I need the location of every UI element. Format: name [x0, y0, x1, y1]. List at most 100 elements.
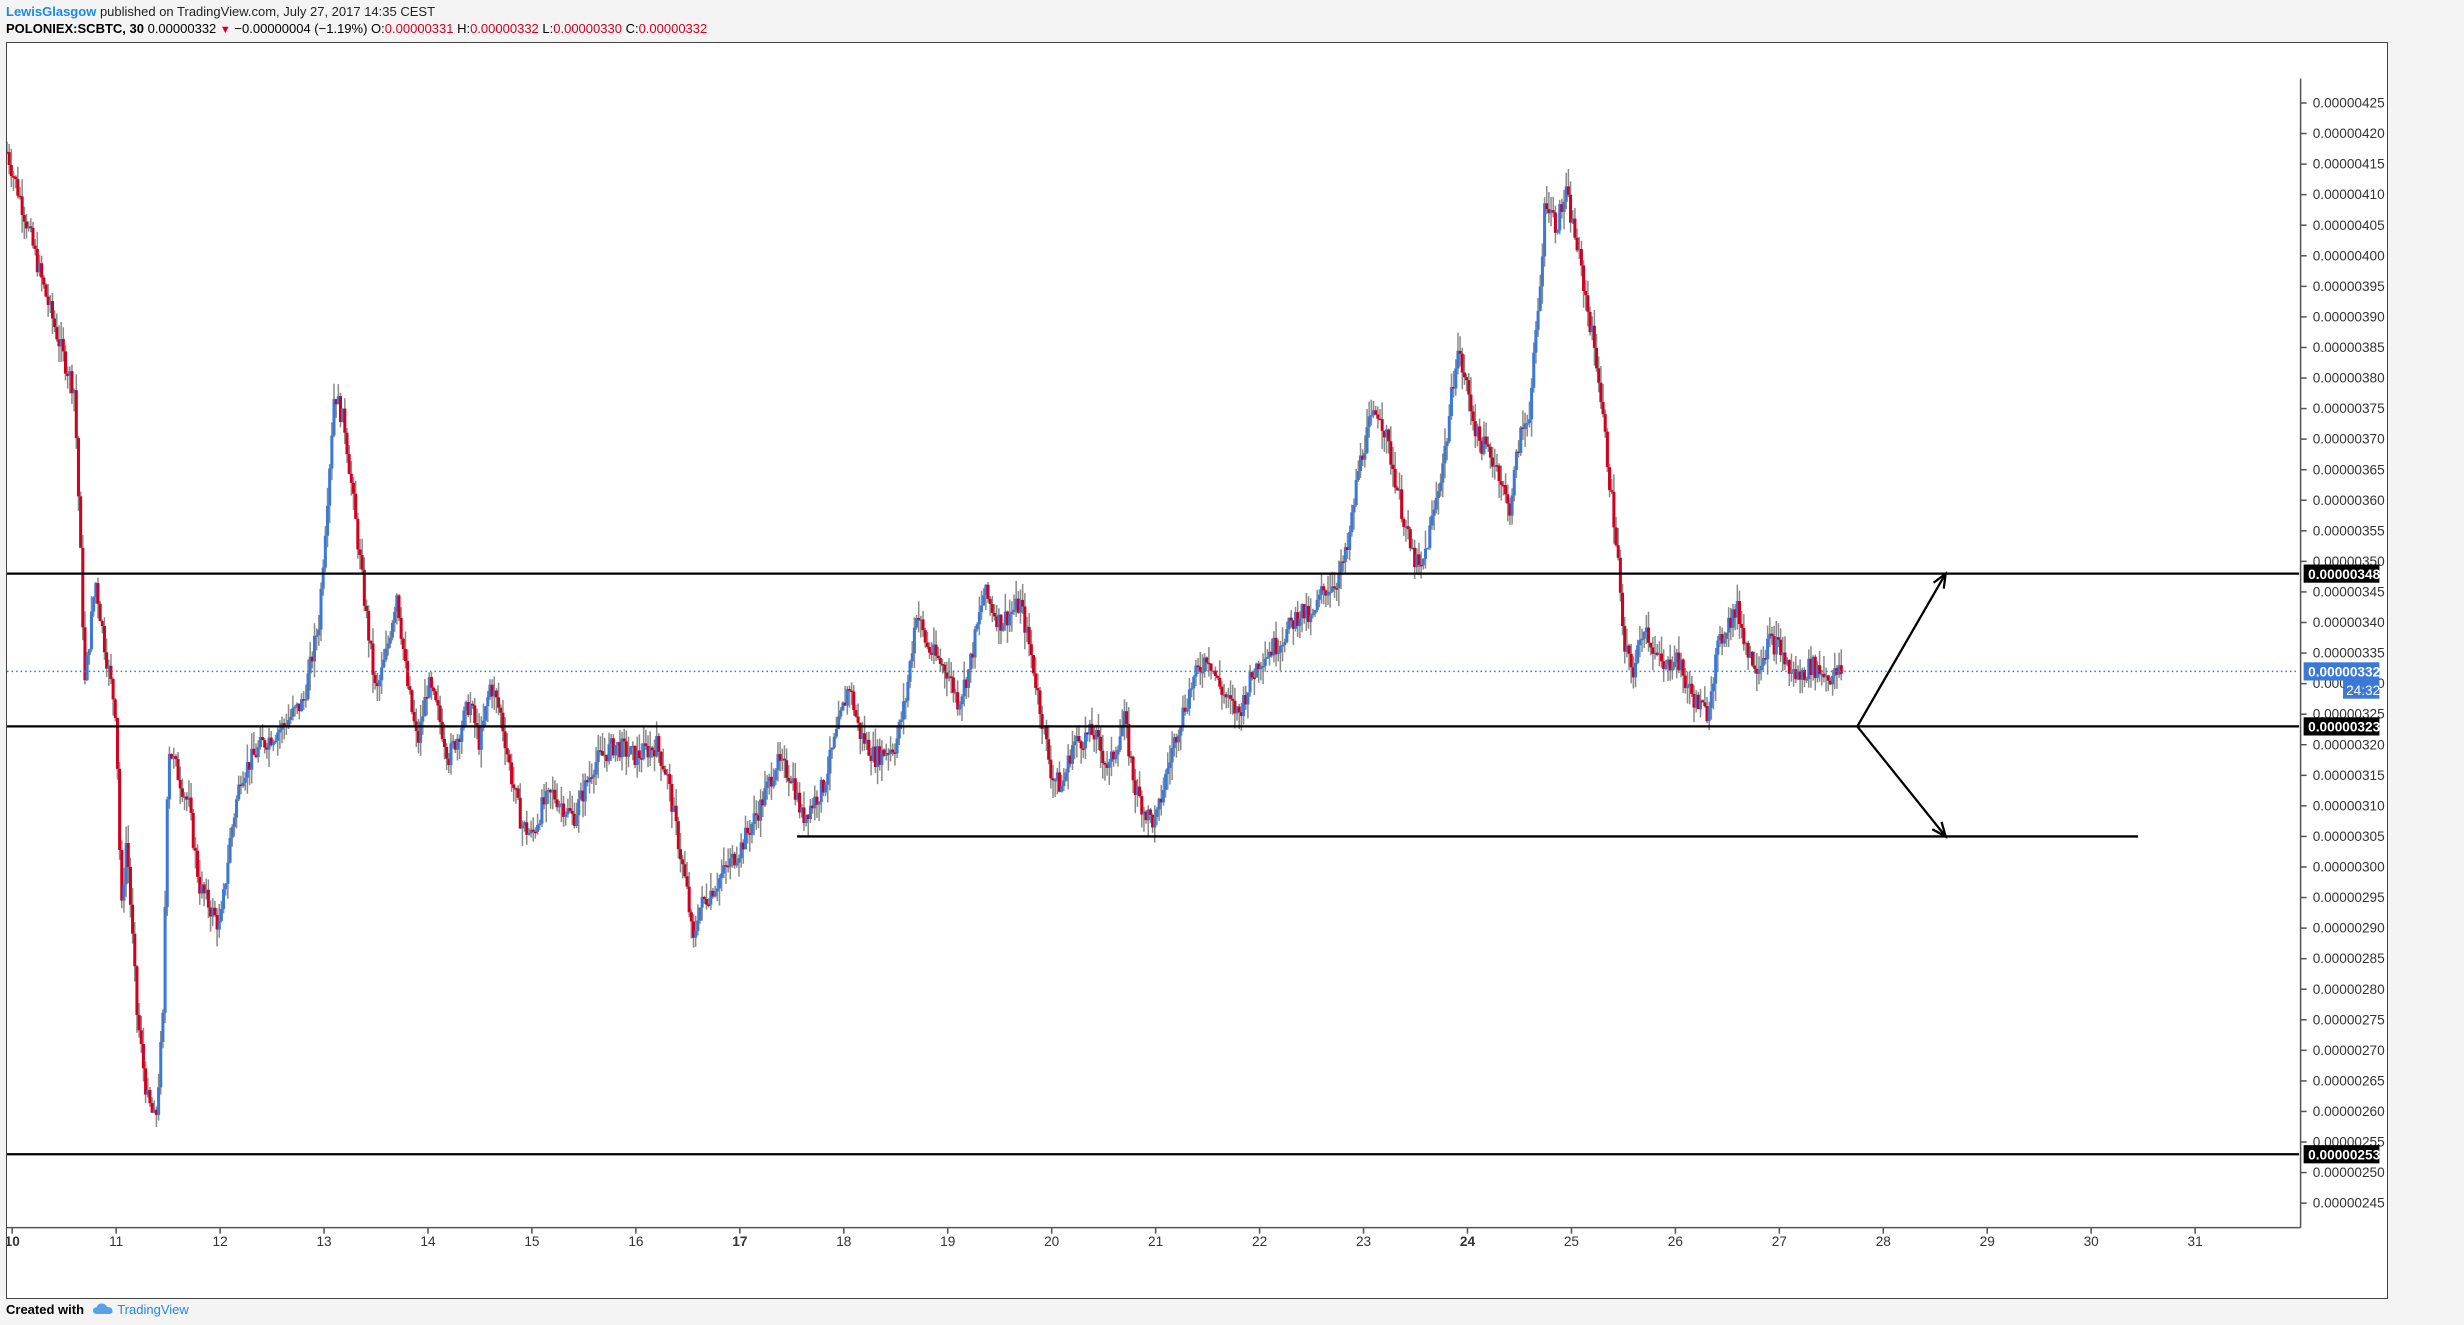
candle-down — [873, 746, 877, 767]
candle-down — [878, 746, 882, 765]
candle-up — [780, 758, 784, 761]
tradingview-cloud-icon[interactable] — [92, 1302, 114, 1316]
candle-up — [776, 754, 780, 771]
candle-down — [1112, 751, 1116, 760]
candle-down — [432, 687, 436, 692]
candle-up — [1493, 465, 1497, 467]
y-tick-label: 0.00000360 — [2313, 493, 2385, 508]
candle-up — [1670, 667, 1674, 671]
candle-up — [492, 690, 496, 697]
candle-up — [1454, 368, 1458, 389]
candle-down — [55, 327, 59, 340]
candle-up — [520, 825, 524, 829]
candle-down — [505, 748, 509, 755]
price-chart[interactable]: 10 11 12 13 14 15 16 17 18 19 20 21 22 23 24 25 26 27 28 29… — [5, 43, 2387, 1298]
candle-down — [1096, 730, 1100, 737]
y-axis[interactable]: 0.000002450.000002500.000002550.00000260… — [2299, 78, 2386, 1228]
candle-down — [66, 373, 70, 376]
candle-up — [1285, 629, 1289, 643]
candle-up — [258, 737, 262, 748]
candle-up — [1304, 605, 1308, 619]
candle-up — [1118, 736, 1122, 750]
candle-down — [133, 933, 137, 967]
candle-up — [1534, 329, 1538, 353]
candle-up — [163, 906, 167, 1013]
y-tick-label: 0.00000300 — [2313, 860, 2385, 875]
candle-down — [442, 738, 446, 747]
candle-up — [1482, 436, 1486, 454]
candle-down — [685, 876, 689, 887]
candle-up — [860, 733, 864, 739]
candle-down — [1419, 564, 1423, 567]
candle-up — [92, 597, 96, 612]
candle-up — [271, 742, 275, 746]
candle-up — [906, 681, 910, 701]
candle-down — [397, 595, 401, 618]
candle-down — [1683, 675, 1687, 689]
y-tick-label: 0.00000340 — [2313, 615, 2385, 630]
candle-down — [1413, 547, 1417, 568]
candle-up — [1688, 683, 1692, 687]
candle-up — [1330, 586, 1334, 592]
candle-down — [1586, 295, 1590, 312]
candle-down — [793, 778, 797, 800]
candle-down — [1497, 465, 1501, 482]
x-tick-label: 30 — [2084, 1234, 2100, 1249]
candle-down — [1205, 657, 1209, 663]
candle-up — [982, 595, 986, 606]
candle-up — [1170, 748, 1174, 763]
candle-down — [354, 493, 358, 519]
candle-up — [183, 796, 187, 798]
candle-down — [1553, 212, 1557, 233]
projection-arrow-line — [1856, 573, 1947, 727]
footer: Created with TradingView — [6, 1302, 189, 1322]
candle-down — [111, 678, 115, 700]
x-tick-label: 23 — [1356, 1234, 1371, 1249]
level-price-badge-bg — [2303, 717, 2380, 736]
candle-up — [1439, 482, 1443, 492]
candle-up — [1716, 640, 1720, 655]
candle-up — [1070, 745, 1074, 764]
candle-down — [1547, 209, 1551, 214]
candle-up — [1527, 419, 1531, 424]
chart-panel[interactable]: 10 11 12 13 14 15 16 17 18 19 20 21 22 23 24 25 26 27 28 29… — [5, 42, 2388, 1299]
candle-up — [1194, 665, 1198, 677]
candle-down — [858, 722, 862, 739]
x-axis[interactable]: 10 11 12 13 14 15 16 17 18 19 20 21 22 23 24 25 26 27 28 29… — [5, 1226, 2301, 1249]
candle-down — [1465, 377, 1469, 381]
candle-up — [1445, 441, 1449, 446]
author-link[interactable]: LewisGlasgow — [6, 4, 97, 19]
candle-up — [629, 746, 633, 755]
symbol-label[interactable]: POLONIEX:SCBTC, 30 — [6, 21, 144, 36]
candle-up — [1447, 416, 1451, 442]
candle-up — [828, 749, 832, 774]
candle-down — [1770, 633, 1774, 637]
candle-up — [1122, 711, 1126, 727]
candle-up — [791, 778, 795, 783]
tradingview-brand-link[interactable]: TradingView — [117, 1302, 189, 1317]
candle-up — [278, 729, 282, 733]
candle-up — [204, 889, 208, 894]
candle-up — [449, 743, 453, 766]
x-tick-label: 22 — [1252, 1234, 1267, 1249]
candle-down — [1618, 557, 1622, 593]
candle-down — [1207, 662, 1211, 665]
candle-up — [1276, 652, 1280, 655]
candle-up — [1187, 689, 1191, 709]
y-tick-label: 0.00000295 — [2313, 890, 2385, 905]
candle-down — [1488, 446, 1492, 458]
level-price-badge: 0.00000323 — [2308, 720, 2380, 735]
candle-up — [313, 635, 317, 662]
candle-down — [193, 847, 197, 851]
x-tick-label: 24 — [1460, 1234, 1476, 1249]
candle-down — [1086, 732, 1090, 735]
candle-up — [1261, 665, 1265, 668]
candle-down — [1605, 431, 1609, 468]
candle-down — [1044, 726, 1049, 740]
candle-up — [386, 643, 390, 649]
candle-down — [928, 646, 932, 653]
candle-down — [938, 658, 942, 665]
candle-down — [1198, 667, 1202, 673]
candle-down — [1144, 811, 1148, 821]
countdown-badge: 24:32 — [2346, 683, 2380, 698]
